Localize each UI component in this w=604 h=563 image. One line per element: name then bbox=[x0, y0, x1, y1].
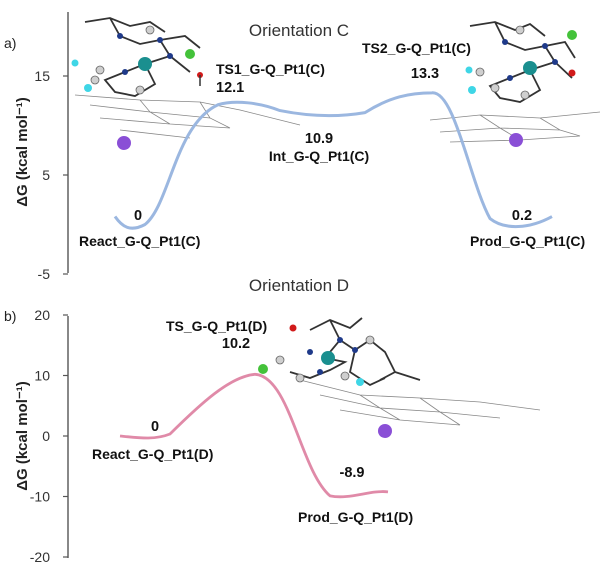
panel-a-value-ts1: 12.1 bbox=[216, 80, 244, 96]
panel-b-y-tick-label: 0 bbox=[42, 428, 50, 444]
panel-b-value-prod: -8.9 bbox=[340, 465, 365, 481]
panel-b-label: b) bbox=[4, 308, 16, 324]
panel-a-value-int: 10.9 bbox=[305, 131, 333, 147]
panel-b-value-ts: 10.2 bbox=[222, 336, 250, 352]
panel-b-label-react: React_G-Q_Pt1(D) bbox=[92, 446, 213, 462]
panel-b-energy-curve bbox=[119, 372, 389, 499]
panel-a-y-tick-label: -5 bbox=[38, 266, 51, 282]
panel-a-label-ts1: TS1_G-Q_Pt1(C) bbox=[216, 61, 325, 77]
panel-a-label-react: React_G-Q_Pt1(C) bbox=[79, 233, 200, 249]
panel-b-label-prod: Prod_G-Q_Pt1(D) bbox=[298, 509, 413, 525]
panel-a-y-axis-label: ΔG (kcal mol⁻¹) bbox=[14, 97, 31, 207]
panel-a-label-int: Int_G-Q_Pt1(C) bbox=[269, 148, 369, 164]
panel-a-molecule-right bbox=[429, 21, 601, 147]
panel-a-energy-curve bbox=[113, 91, 553, 230]
panel-b-value-react: 0 bbox=[151, 419, 159, 435]
panel-a-value-prod: 0.2 bbox=[512, 208, 532, 224]
panel-b-label-ts: TS_G-Q_Pt1(D) bbox=[166, 318, 267, 334]
panel-b-title: Orientation D bbox=[249, 276, 349, 295]
panel-a-y-tick-label: 15 bbox=[34, 68, 50, 84]
panel-a-y-tick-label: 5 bbox=[42, 167, 50, 183]
panel-b-y-tick-label: -20 bbox=[30, 549, 50, 563]
panel-a-title: Orientation C bbox=[249, 21, 349, 40]
panel-a-value-react: 0 bbox=[134, 208, 142, 224]
panel-b-y-tick-label: 10 bbox=[34, 368, 50, 384]
panel-a-label-ts2: TS2_G-Q_Pt1(C) bbox=[362, 40, 471, 56]
panel-b: b) Orientation D ΔG (kcal mol⁻¹) -20 -10 0… bbox=[4, 276, 541, 563]
panel-a-label-prod: Prod_G-Q_Pt1(C) bbox=[470, 233, 585, 249]
panel-a-molecule-left bbox=[71, 17, 301, 150]
panel-a-ticks: -5 5 15 bbox=[34, 68, 68, 282]
panel-b-ticks: -20 -10 0 10 20 bbox=[30, 307, 68, 563]
panel-b-y-tick-label: 20 bbox=[34, 307, 50, 323]
panel-a: a) Orientation C ΔG (kcal mol⁻¹) -5 5 15 bbox=[4, 12, 601, 282]
panel-b-molecule bbox=[258, 317, 541, 438]
panel-a-label: a) bbox=[4, 35, 16, 51]
panel-a-value-ts2: 13.3 bbox=[411, 66, 439, 82]
panel-b-y-axis-label: ΔG (kcal mol⁻¹) bbox=[14, 381, 31, 491]
panel-b-y-tick-label: -10 bbox=[30, 489, 50, 505]
